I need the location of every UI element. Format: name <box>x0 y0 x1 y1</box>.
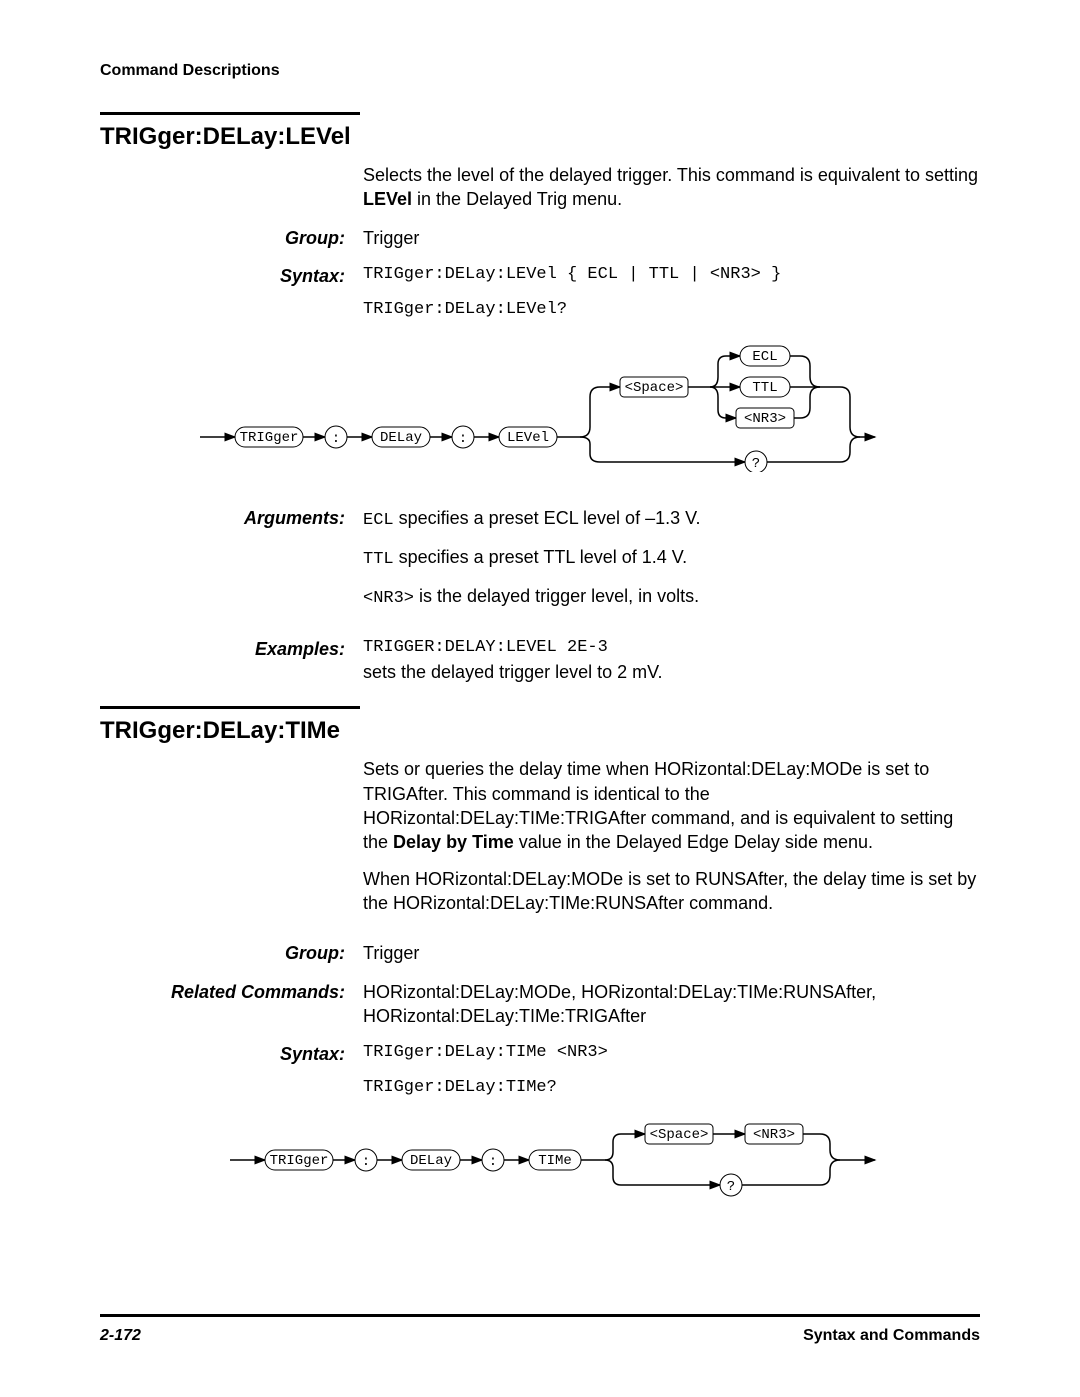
arg2-rest: specifies a preset TTL level of 1.4 V. <box>394 547 688 567</box>
argument-1: ECL specifies a preset ECL level of –1.3… <box>363 506 980 533</box>
group-value: Trigger <box>363 941 980 965</box>
diagram-node-ecl: ECL <box>752 349 777 365</box>
syntax-diagram-1: TRIGger : DELay : LEVel <Space> ECL <box>100 342 980 478</box>
command-title: TRIGger:DELay:TIMe <box>100 715 980 747</box>
diagram-node-time: TIMe <box>538 1153 572 1169</box>
related-commands-label: Related Commands: <box>100 980 363 1029</box>
page-header: Command Descriptions <box>100 60 980 82</box>
arg2-mono: TTL <box>363 550 394 569</box>
diagram-colon-2: : <box>489 1154 497 1170</box>
diagram-node-trigger: TRIGger <box>270 1153 329 1169</box>
diagram-node-question: ? <box>752 456 760 472</box>
command-description: Selects the level of the delayed trigger… <box>363 163 980 212</box>
arg1-rest: specifies a preset ECL level of –1.3 V. <box>394 508 701 528</box>
diagram-node-ttl: TTL <box>752 380 777 396</box>
footer-rule <box>100 1314 980 1317</box>
page-footer: 2-172 Syntax and Commands <box>100 1325 980 1347</box>
desc-bold: LEVel <box>363 189 412 209</box>
diagram-node-space: <Space> <box>650 1127 709 1143</box>
diagram-node-delay: DELay <box>380 430 422 446</box>
diagram-node-level: LEVel <box>507 430 549 446</box>
diagram-node-delay: DELay <box>410 1153 452 1169</box>
diagram-node-question: ? <box>727 1179 735 1195</box>
syntax-label: Syntax: <box>100 264 363 322</box>
example-mono: TRIGGER:DELAY:LEVEL 2E-3 <box>363 637 980 660</box>
command-description-2: When HORizontal:DELay:MODe is set to RUN… <box>363 867 980 916</box>
command-description-1: Sets or queries the delay time when HORi… <box>363 757 980 854</box>
diagram-colon-1: : <box>332 431 340 447</box>
syntax-line-1: TRIGger:DELay:LEVel { ECL | TTL | <NR3> … <box>363 264 980 287</box>
syntax-line-2: TRIGger:DELay:TIMe? <box>363 1077 980 1100</box>
example-rest: sets the delayed trigger level to 2 mV. <box>363 660 980 684</box>
section-rule <box>100 112 360 115</box>
group-label: Group: <box>100 941 363 965</box>
footer-left: 2-172 <box>100 1325 141 1347</box>
diagram-colon-1: : <box>362 1154 370 1170</box>
arg3-mono: <NR3> <box>363 589 414 608</box>
group-label: Group: <box>100 226 363 250</box>
syntax-line-1: TRIGger:DELay:TIMe <NR3> <box>363 1042 980 1065</box>
label-spacer <box>100 757 363 927</box>
group-value: Trigger <box>363 226 980 250</box>
footer-right: Syntax and Commands <box>803 1325 980 1347</box>
document-page: Command Descriptions TRIGger:DELay:LEVel… <box>0 0 1080 1397</box>
arg3-rest: is the delayed trigger level, in volts. <box>414 586 699 606</box>
desc-post: in the Delayed Trig menu. <box>412 189 622 209</box>
arguments-label: Arguments: <box>100 506 363 623</box>
diagram-node-nr3: <NR3> <box>753 1127 795 1143</box>
command-title: TRIGger:DELay:LEVel <box>100 121 980 153</box>
diagram-node-space: <Space> <box>625 380 684 396</box>
section-rule <box>100 706 360 709</box>
p1-post: value in the Delayed Edge Delay side men… <box>514 832 873 852</box>
syntax-line-2: TRIGger:DELay:LEVel? <box>363 299 980 322</box>
related-commands-value: HORizontal:DELay:MODe, HORizontal:DELay:… <box>363 980 980 1029</box>
diagram-node-trigger: TRIGger <box>240 430 299 446</box>
argument-2: TTL specifies a preset TTL level of 1.4 … <box>363 545 980 572</box>
diagram-node-nr3: <NR3> <box>744 411 786 427</box>
examples-label: Examples: <box>100 637 363 684</box>
diagram-colon-2: : <box>459 431 467 447</box>
p1-bold: Delay by Time <box>393 832 514 852</box>
desc-pre: Selects the level of the delayed trigger… <box>363 165 978 185</box>
syntax-label: Syntax: <box>100 1042 363 1100</box>
label-spacer <box>100 163 363 212</box>
syntax-diagram-2: TRIGger : DELay : TIMe <Space> <NR3> <box>100 1120 980 1206</box>
argument-3: <NR3> is the delayed trigger level, in v… <box>363 584 980 611</box>
arg1-mono: ECL <box>363 511 394 530</box>
